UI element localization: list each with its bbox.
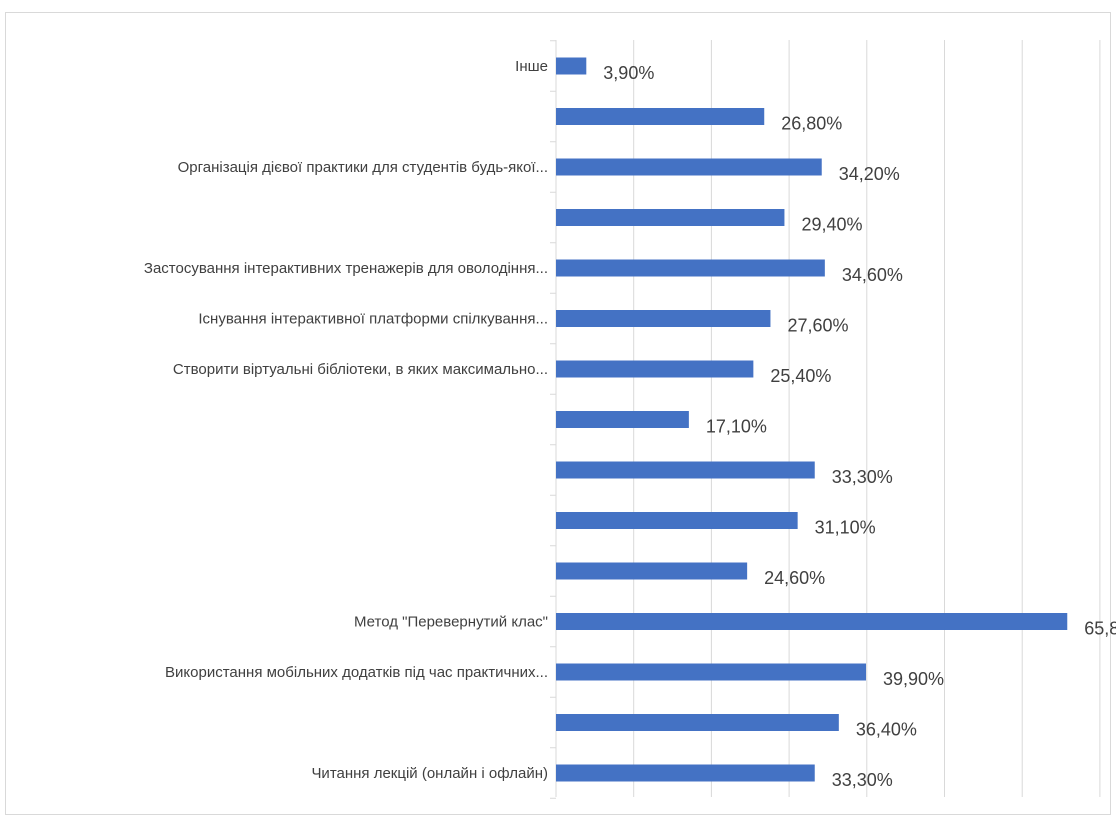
bar <box>556 764 815 782</box>
gridlines <box>633 40 1101 797</box>
bar <box>556 209 785 226</box>
category-label: Інше <box>515 58 548 75</box>
category-label: Читання лекцій (онлайн і офлайн) <box>311 765 548 782</box>
bar <box>556 461 815 479</box>
data-label: 27,60% <box>787 316 848 336</box>
data-label: 25,40% <box>770 366 831 386</box>
bar <box>556 512 798 529</box>
bar <box>556 259 825 277</box>
data-label: 3,90% <box>603 63 654 83</box>
bar <box>556 411 689 428</box>
category-axis <box>550 40 557 799</box>
category-label: Метод "Перевернутий клас" <box>354 614 548 631</box>
bar <box>556 158 822 176</box>
data-label: 65,80% <box>1084 619 1116 639</box>
bar <box>556 714 839 731</box>
bar <box>556 108 765 125</box>
category-label: Використання мобільних додатків під час … <box>165 664 548 681</box>
data-label: 34,20% <box>839 164 900 184</box>
data-label: 36,40% <box>856 720 917 740</box>
category-label: Створити віртуальні бібліотеки, в яких м… <box>173 361 548 378</box>
category-label: Існування інтерактивної платформи спілку… <box>198 311 548 328</box>
data-label: 39,90% <box>883 669 944 689</box>
bar <box>556 310 771 327</box>
data-label: 34,60% <box>842 265 903 285</box>
bar <box>556 663 867 681</box>
category-label: Застосування інтерактивних тренажерів дл… <box>144 260 548 277</box>
category-labels: Інше Організація дієвої практики для студ… <box>144 58 548 782</box>
data-label: 24,60% <box>764 568 825 588</box>
data-label: 29,40% <box>801 215 862 235</box>
data-label: 33,30% <box>832 467 893 487</box>
bar <box>556 57 587 75</box>
bar <box>556 562 748 580</box>
category-label: Організація дієвої практики для студенті… <box>178 159 548 176</box>
data-label: 33,30% <box>832 770 893 790</box>
data-label: 17,10% <box>706 417 767 437</box>
bar <box>556 360 754 378</box>
bar <box>556 613 1068 630</box>
bars <box>556 57 1068 782</box>
data-label: 26,80% <box>781 114 842 134</box>
value-labels: 3,90% 26,80% 34,20% 29,40% 34,60% 27,60% 25,40… <box>603 63 1116 790</box>
data-label: 31,10% <box>815 518 876 538</box>
